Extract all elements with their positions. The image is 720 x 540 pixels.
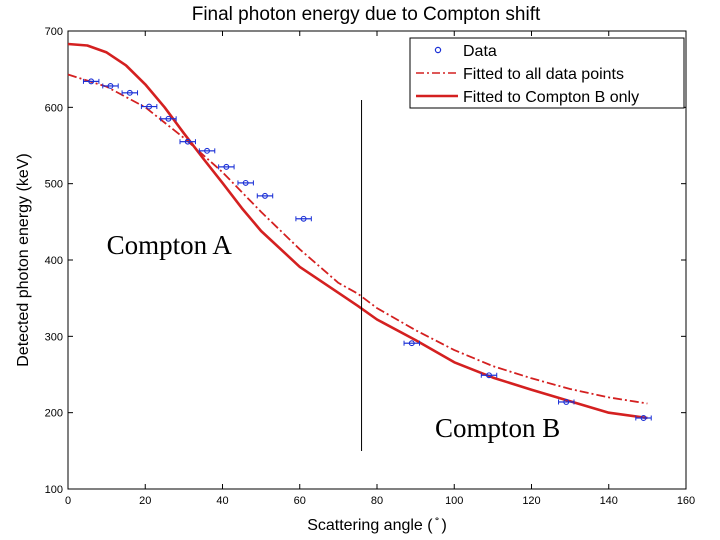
compton-a-label: Compton A (107, 230, 233, 260)
chart-title: Final photon energy due to Compton shift (192, 4, 541, 25)
y-tick-label-700: 700 (45, 26, 63, 38)
legend: Data Fitted to all data points Fitted to… (409, 37, 685, 109)
x-tick-label-160: 160 (677, 495, 695, 507)
data-marker (300, 215, 307, 222)
data-marker (486, 372, 492, 379)
y-tick-label-100: 100 (45, 484, 63, 496)
y-tick-label-500: 500 (45, 179, 63, 191)
axis-ticks: 0 20 40 60 80 100 120 140 160 100 200 300 400 500 600 7… (45, 26, 696, 507)
data-point (160, 115, 177, 122)
compton-b-label: Compton B (435, 413, 560, 443)
legend-marker-data (434, 46, 442, 54)
x-tick-label-140: 140 (600, 495, 618, 507)
data-marker (563, 399, 570, 405)
y-tick-label-300: 300 (45, 331, 63, 343)
data-point (480, 372, 498, 379)
data-marker (107, 83, 114, 89)
y-tick-label-600: 600 (45, 102, 63, 114)
legend-label-fit-b: Fitted to Compton B only (463, 89, 639, 106)
x-tick-label-20: 20 (139, 495, 151, 507)
data-marker (640, 415, 647, 421)
data-marker (126, 89, 133, 96)
x-tick-label-0: 0 (65, 495, 71, 507)
y-tick-label-200: 200 (45, 408, 63, 420)
data-point (256, 192, 274, 199)
data-point (82, 78, 100, 85)
x-tick-label-40: 40 (216, 495, 228, 507)
fit-compton-b-line (67, 42, 648, 420)
x-tick-label-100: 100 (445, 495, 463, 507)
data-point (635, 415, 652, 421)
legend-label-data: Data (463, 43, 497, 60)
x-tick-label-80: 80 (371, 495, 383, 507)
data-marker (242, 179, 249, 186)
y-axis-label: Detected photon energy (keV) (15, 153, 32, 366)
data-point (558, 399, 575, 405)
x-axis-label: Scattering angle ( ̊ ) (307, 517, 447, 534)
data-point (237, 179, 254, 186)
data-point (403, 340, 420, 347)
data-point (198, 147, 216, 154)
data-marker (223, 163, 230, 170)
data-point (140, 103, 158, 110)
data-point (295, 215, 312, 222)
data-point (218, 163, 235, 170)
fitted-curves (67, 42, 648, 420)
data-marker (204, 147, 211, 154)
y-tick-label-400: 400 (45, 255, 63, 267)
region-labels: Compton A Compton B (107, 230, 561, 443)
data-point (121, 89, 139, 96)
data-point (179, 138, 196, 145)
data-points (82, 78, 652, 421)
x-tick-label-120: 120 (522, 495, 540, 507)
data-marker (408, 340, 415, 347)
data-marker (88, 78, 95, 85)
data-point (102, 83, 119, 89)
legend-label-fit-all: Fitted to all data points (463, 66, 624, 83)
data-marker (184, 138, 191, 145)
data-marker (146, 103, 153, 110)
x-tick-label-60: 60 (294, 495, 306, 507)
data-marker (262, 192, 268, 199)
data-marker (165, 115, 172, 122)
